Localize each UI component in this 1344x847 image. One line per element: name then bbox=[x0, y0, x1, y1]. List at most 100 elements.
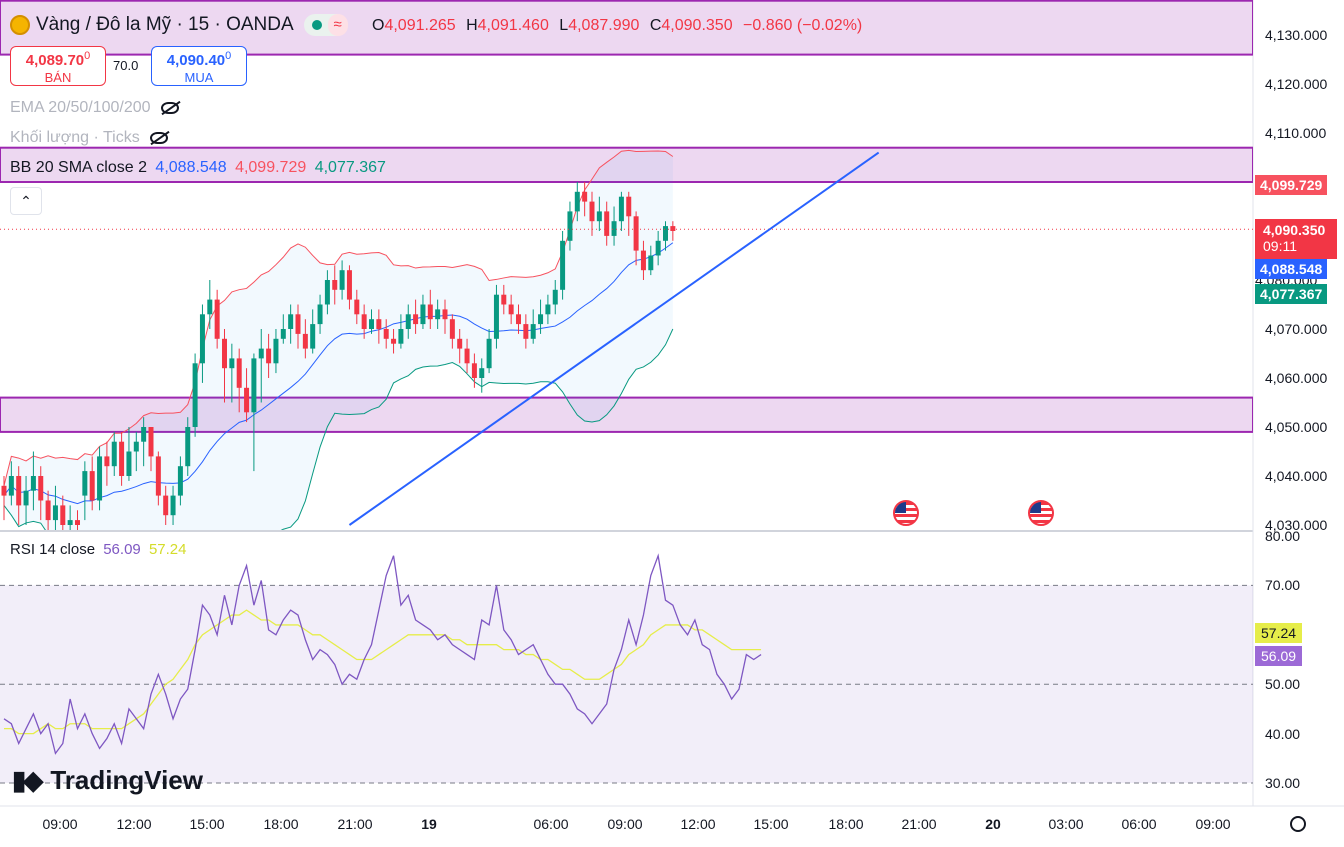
candle-body bbox=[611, 221, 617, 236]
candle-body bbox=[471, 363, 477, 378]
buy-price-pip: 0 bbox=[225, 50, 232, 62]
resistance-zone bbox=[0, 396, 1253, 433]
candle-body bbox=[310, 324, 316, 349]
time-axis-label: 12:00 bbox=[116, 816, 152, 832]
buy-label: MUA bbox=[184, 70, 214, 85]
high-label: H bbox=[466, 17, 478, 34]
low-label: L bbox=[559, 17, 569, 34]
open-label: O bbox=[372, 17, 385, 34]
candle-body bbox=[324, 280, 330, 305]
bb-lower-value: 4,077.367 bbox=[314, 159, 386, 176]
us-flag-event-icon[interactable] bbox=[893, 500, 919, 526]
candle-body bbox=[317, 304, 323, 325]
eye-hidden-icon[interactable] bbox=[160, 101, 179, 114]
bb-legend[interactable]: BB 20 SMA close 2 4,088.548 4,099.729 4,… bbox=[10, 159, 386, 177]
market-status-badge[interactable]: ≈ bbox=[303, 14, 348, 36]
candle-body bbox=[516, 314, 521, 325]
candle-body bbox=[354, 299, 360, 315]
symbol-header[interactable]: Vàng / Đô la Mỹ · 15 · OANDA ≈ bbox=[10, 14, 348, 36]
candle-body bbox=[457, 338, 463, 349]
candle-body bbox=[273, 338, 279, 364]
candle-body bbox=[538, 314, 544, 325]
candle-body bbox=[369, 319, 374, 329]
candle-body bbox=[214, 299, 220, 339]
candle-body bbox=[435, 309, 441, 320]
candle-body bbox=[170, 495, 176, 516]
gold-coin-icon bbox=[10, 15, 30, 35]
rsi-pane-bg bbox=[0, 532, 1253, 800]
time-axis-label: 15:00 bbox=[189, 816, 225, 832]
candle-body bbox=[199, 314, 205, 364]
candle-body bbox=[67, 520, 73, 525]
tradingview-logo[interactable]: ▮◆ TradingView bbox=[12, 765, 203, 796]
bb-lower-line bbox=[3, 328, 674, 530]
price-axis-label: 4,120.000 bbox=[1265, 76, 1328, 92]
price-axis-label: 4,060.000 bbox=[1265, 370, 1328, 386]
rsi-axis-label: 40.00 bbox=[1265, 725, 1301, 742]
sell-button[interactable]: 4,089.700 BÁN bbox=[10, 46, 106, 86]
price-axis-label: 4,050.000 bbox=[1265, 419, 1328, 435]
candle-body bbox=[16, 476, 22, 506]
candle-body bbox=[185, 427, 191, 467]
candle-body bbox=[302, 333, 308, 349]
low-value: 4,087.990 bbox=[568, 17, 640, 34]
candle-body bbox=[346, 270, 352, 300]
volume-legend[interactable]: Khối lượng · Ticks bbox=[10, 129, 168, 147]
rsi-value: 56.09 bbox=[103, 541, 141, 558]
countdown-value: 09:11 bbox=[1263, 238, 1297, 254]
candle-body bbox=[626, 196, 632, 217]
ema-legend[interactable]: EMA 20/50/100/200 bbox=[10, 99, 179, 117]
candle-body bbox=[207, 299, 213, 315]
candle-body bbox=[663, 226, 668, 241]
time-axis-label: 06:00 bbox=[533, 816, 569, 832]
time-axis-label: 03:00 bbox=[1048, 816, 1084, 832]
candle-body bbox=[648, 255, 654, 271]
change-value: −0.860 (−0.02%) bbox=[743, 17, 863, 34]
settings-gear-icon[interactable] bbox=[1290, 816, 1306, 832]
candle-body bbox=[501, 294, 507, 305]
candle-body bbox=[618, 196, 624, 222]
candle-body bbox=[479, 368, 485, 378]
candle-body bbox=[633, 216, 639, 251]
rsi-legend[interactable]: RSI 14 close 56.09 57.24 bbox=[10, 541, 186, 558]
candle-body bbox=[141, 427, 147, 442]
collapse-legend-button[interactable]: ⌃ bbox=[10, 187, 42, 215]
eye-hidden-icon[interactable] bbox=[149, 131, 168, 144]
tradingview-logo-text: TradingView bbox=[50, 765, 203, 795]
candle-body bbox=[148, 427, 154, 457]
candle-body bbox=[192, 363, 198, 427]
rsi-label: RSI 14 close bbox=[10, 541, 96, 558]
candle-body bbox=[376, 319, 382, 329]
bb-upper-tag: 4,099.729 bbox=[1255, 175, 1328, 195]
rsi-axis-label: 70.00 bbox=[1265, 577, 1301, 594]
candle-body bbox=[229, 358, 235, 369]
bb-basis-tag: 4,088.548 bbox=[1255, 259, 1328, 279]
candle-body bbox=[8, 476, 14, 496]
time-axis-label: 15:00 bbox=[753, 816, 789, 832]
candle-body bbox=[155, 456, 161, 496]
symbol-title[interactable]: Vàng / Đô la Mỹ · 15 · OANDA bbox=[36, 14, 294, 35]
resistance-zone bbox=[0, 146, 1253, 183]
spread-value: 70.0 bbox=[113, 58, 139, 73]
us-flag-event-icon[interactable] bbox=[1028, 500, 1054, 526]
candle-body bbox=[75, 520, 80, 525]
candle-body bbox=[177, 466, 183, 496]
price-axis-label: 4,040.000 bbox=[1265, 468, 1328, 484]
candle-body bbox=[560, 240, 566, 290]
bb-label: BB 20 SMA close 2 bbox=[10, 159, 147, 176]
candle-body bbox=[133, 441, 139, 452]
candle-body bbox=[126, 451, 132, 476]
candle-body bbox=[258, 348, 264, 359]
last-price-tag: 4,090.350 09:11 bbox=[1255, 219, 1337, 259]
candle-body bbox=[508, 304, 514, 315]
bb-lower-tag: 4,077.367 bbox=[1255, 284, 1328, 304]
candle-body bbox=[574, 191, 580, 212]
candle-body bbox=[493, 294, 499, 339]
time-axis-label: 18:00 bbox=[263, 816, 299, 832]
buy-button[interactable]: 4,090.400 MUA bbox=[151, 46, 247, 86]
close-label: C bbox=[649, 17, 662, 34]
time-axis-label: 09:00 bbox=[1195, 816, 1231, 832]
candle-body bbox=[251, 358, 257, 413]
candle-body bbox=[383, 329, 389, 339]
